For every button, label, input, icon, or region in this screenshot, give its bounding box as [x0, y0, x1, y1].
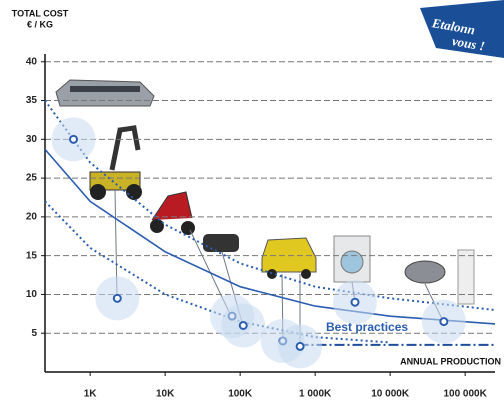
data-point: [69, 134, 79, 144]
annotation: Best practices: [326, 320, 408, 334]
data-point: [112, 293, 122, 303]
y-tick-label: 40: [26, 56, 38, 67]
y-tick-label: 20: [26, 212, 38, 223]
x-tick-label: 10K: [156, 389, 175, 400]
badge-text: vous !: [451, 33, 486, 53]
x-axis-title: ANNUAL PRODUCTION: [400, 356, 501, 366]
data-point: [238, 320, 248, 330]
y-axis-title: TOTAL COST: [12, 8, 69, 18]
y-tick-label: 35: [26, 95, 38, 106]
x-tick-label: 10 000K: [371, 389, 410, 400]
y-tick-label: 30: [26, 134, 38, 145]
y-tick-label: 5: [31, 328, 37, 339]
data-point: [295, 341, 305, 351]
y-axis-unit: € / KG: [27, 19, 53, 29]
x-tick-label: 1K: [84, 389, 98, 400]
data-point: [350, 297, 360, 307]
x-tick-label: 100 000K: [443, 389, 487, 400]
trend-curve: [44, 99, 496, 311]
x-tick-label: 100K: [228, 389, 253, 400]
trend-curve: [44, 200, 391, 344]
data-point: [439, 317, 449, 327]
y-tick-label: 25: [26, 173, 38, 184]
x-tick-label: 1 000K: [299, 389, 332, 400]
y-tick-label: 10: [26, 289, 38, 300]
product-illustrations: [55, 79, 475, 305]
y-tick-label: 15: [26, 250, 38, 261]
badge: Etalonn vous !: [420, 0, 504, 58]
trend-curve: [44, 148, 496, 325]
